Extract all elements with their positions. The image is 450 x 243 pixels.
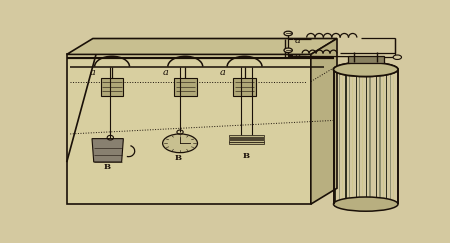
Bar [366, 69, 367, 204]
Text: a: a [90, 68, 95, 77]
Bar [376, 69, 377, 204]
Polygon shape [311, 38, 337, 204]
Bar [174, 78, 197, 95]
Bar [379, 69, 381, 204]
Circle shape [162, 134, 198, 153]
Text: B: B [104, 164, 110, 172]
Bar [382, 69, 383, 204]
Polygon shape [92, 139, 123, 162]
Text: a: a [220, 68, 226, 77]
Bar [229, 140, 264, 142]
Bar [386, 69, 387, 204]
Bar [229, 138, 264, 139]
Text: e: e [294, 52, 300, 61]
Bar [67, 54, 311, 204]
Bar [349, 69, 350, 204]
Ellipse shape [333, 62, 398, 77]
Bar [352, 69, 353, 204]
Bar [233, 78, 256, 95]
Circle shape [284, 31, 292, 36]
Text: a: a [294, 36, 300, 45]
Bar [393, 69, 394, 204]
Bar [390, 69, 391, 204]
Bar [342, 69, 343, 204]
Bar [335, 69, 337, 204]
Bar [348, 56, 383, 63]
Text: B: B [243, 152, 250, 160]
Ellipse shape [333, 62, 398, 77]
Bar [359, 69, 360, 204]
Text: a: a [162, 68, 168, 77]
Ellipse shape [333, 197, 398, 211]
Circle shape [284, 48, 292, 52]
Bar [101, 78, 123, 95]
Bar [339, 69, 340, 204]
Bar [369, 69, 370, 204]
Circle shape [393, 55, 401, 60]
Text: B: B [175, 154, 182, 162]
Bar [356, 69, 357, 204]
Polygon shape [67, 38, 337, 54]
Bar [229, 142, 264, 144]
Bar [229, 135, 264, 137]
Bar [362, 69, 363, 204]
